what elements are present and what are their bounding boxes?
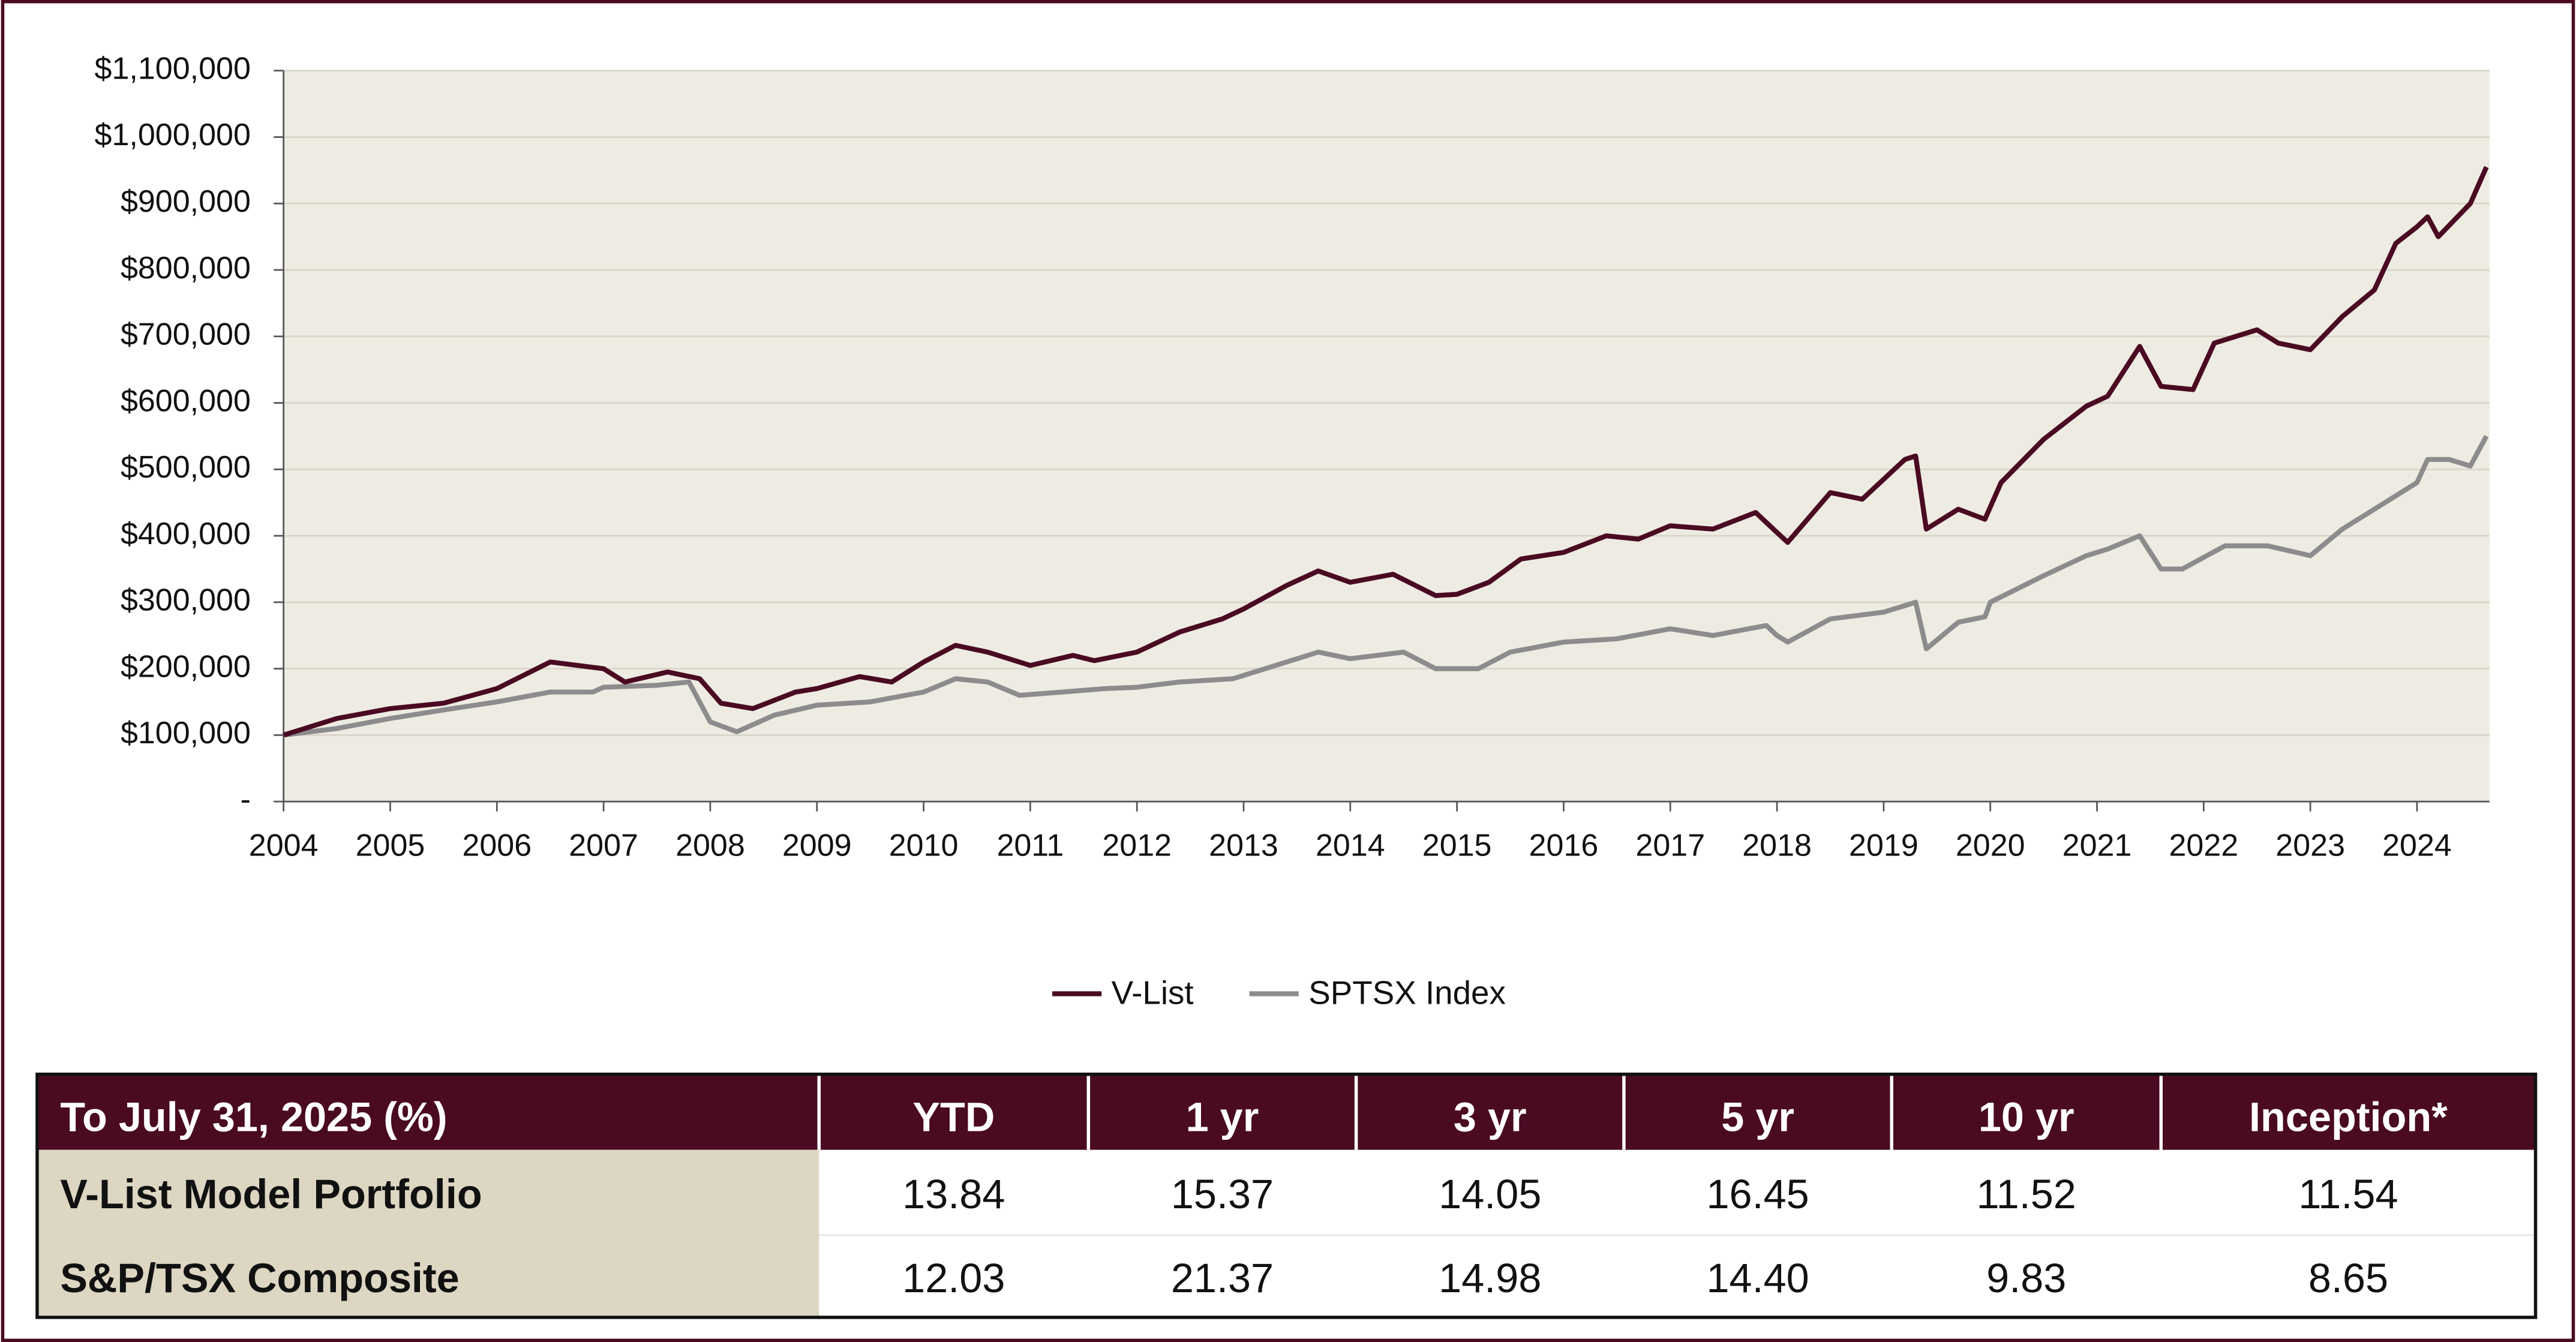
y-tick-label: $300,000 <box>121 583 251 618</box>
y-tick-label: $1,000,000 <box>95 118 251 152</box>
x-tick-label: 2012 <box>1102 828 1172 863</box>
x-tick-label: 2022 <box>2169 828 2238 863</box>
y-tick-label: $1,100,000 <box>95 51 251 86</box>
table-cell: 11.52 <box>1977 1171 2076 1217</box>
table-cell: 14.98 <box>1439 1255 1541 1301</box>
x-tick-label: 2017 <box>1635 828 1705 863</box>
y-tick-label: $400,000 <box>121 517 251 551</box>
table-cell: 14.40 <box>1706 1255 1809 1301</box>
row-label: V-List Model Portfolio <box>60 1171 482 1217</box>
legend-label: SPTSX Index <box>1308 974 1506 1011</box>
table-cell: 13.84 <box>902 1171 1005 1217</box>
table-header-bg <box>37 1074 2536 1150</box>
x-tick-label: 2016 <box>1529 828 1599 863</box>
table-cell: 11.54 <box>2298 1171 2398 1217</box>
row-label-bg <box>37 1149 819 1236</box>
table-cell: 9.83 <box>1986 1255 2066 1301</box>
y-tick-label: - <box>241 782 251 817</box>
table-border <box>35 1072 2538 1319</box>
table-header: Inception* <box>2249 1094 2448 1140</box>
x-tick-label: 2018 <box>1742 828 1812 863</box>
table-cell: 8.65 <box>2308 1255 2388 1301</box>
table-cell: 16.45 <box>1706 1171 1809 1217</box>
table-header: 3 yr <box>1454 1094 1527 1140</box>
x-tick-label: 2010 <box>889 828 959 863</box>
y-tick-label: $900,000 <box>121 184 251 219</box>
series-line <box>283 166 2489 738</box>
x-tick-label: 2023 <box>2275 828 2345 863</box>
table-header: 10 yr <box>1978 1094 2074 1140</box>
x-tick-label: 2013 <box>1209 828 1278 863</box>
table-header: 1 yr <box>1186 1094 1259 1140</box>
table-cell: 12.03 <box>902 1255 1005 1301</box>
table-cell: 15.37 <box>1171 1171 1274 1217</box>
x-tick-label: 2024 <box>2382 828 2452 863</box>
row-label: S&P/TSX Composite <box>60 1255 459 1301</box>
y-tick-label: $600,000 <box>121 383 251 418</box>
y-tick-label: $100,000 <box>121 716 251 750</box>
x-tick-label: 2008 <box>675 828 745 863</box>
table-header: To July 31, 2025 (%) <box>60 1094 447 1140</box>
table-header: 5 yr <box>1721 1094 1794 1140</box>
x-tick-label: 2021 <box>2062 828 2132 863</box>
x-tick-label: 2014 <box>1316 828 1385 863</box>
row-label-bg <box>37 1235 819 1317</box>
y-tick-label: $200,000 <box>121 649 251 684</box>
x-tick-label: 2011 <box>996 828 1064 863</box>
x-tick-label: 2005 <box>356 828 425 863</box>
x-tick-label: 2015 <box>1422 828 1492 863</box>
y-tick-label: $500,000 <box>121 450 251 485</box>
table-cell: 21.37 <box>1171 1255 1274 1301</box>
x-tick-label: 2009 <box>782 828 852 863</box>
x-tick-label: 2004 <box>249 828 319 863</box>
y-tick-label: $700,000 <box>121 317 251 352</box>
table-cell: 14.05 <box>1439 1171 1541 1217</box>
legend-label: V-List <box>1112 974 1194 1011</box>
x-tick-label: 2019 <box>1849 828 1919 863</box>
plot-area <box>283 70 2490 802</box>
series-line <box>283 435 2489 738</box>
x-tick-label: 2007 <box>569 828 638 863</box>
y-tick-label: $800,000 <box>121 251 251 286</box>
x-tick-label: 2020 <box>1956 828 2025 863</box>
x-tick-label: 2006 <box>462 828 532 863</box>
table-header: YTD <box>912 1094 995 1140</box>
